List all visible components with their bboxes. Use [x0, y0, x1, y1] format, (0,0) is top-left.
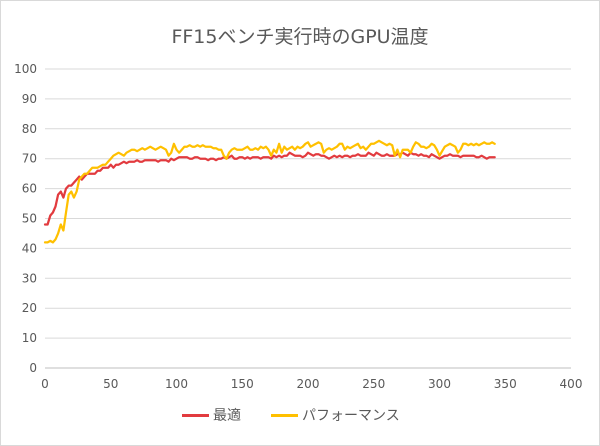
tick-labels: 0 10 20 30 40 50 60 70 80 90 100 0 50 100 150 200 250 300… [14, 62, 582, 391]
y-tick-label-10: 10 [22, 331, 37, 345]
chart-title: FF15ベンチ実行時のGPU温度 [171, 26, 429, 48]
series-line-performance [43, 139, 496, 244]
x-tick-label-100: 100 [165, 377, 188, 391]
legend: 最適 パフォーマンス [0, 405, 600, 429]
y-tick-label-50: 50 [22, 212, 37, 226]
legend-swatch-performance [271, 413, 298, 417]
y-tick-label-60: 60 [22, 182, 37, 196]
y-tick-label-0: 0 [29, 361, 37, 375]
series-line-optimal [43, 151, 496, 226]
y-tick-label-30: 30 [22, 271, 37, 285]
x-tick-label-150: 150 [231, 377, 254, 391]
legend-item-performance[interactable]: パフォーマンス [271, 405, 400, 425]
x-tick-label-300: 300 [428, 377, 451, 391]
y-tick-label-40: 40 [22, 241, 37, 255]
legend-label-performance: パフォーマンス [302, 408, 400, 424]
x-tick-label-250: 250 [362, 377, 385, 391]
y-tick-label-80: 80 [22, 122, 37, 136]
x-tick-label-50: 50 [103, 377, 118, 391]
legend-item-optimal[interactable]: 最適 [182, 405, 241, 425]
y-tick-label-20: 20 [22, 301, 37, 315]
legend-label-optimal: 最適 [213, 408, 241, 424]
x-tick-label-400: 400 [560, 377, 583, 391]
series-lines [43, 139, 496, 244]
gridlines [45, 68, 571, 339]
x-tick-label-200: 200 [297, 377, 320, 391]
legend-swatch-optimal [182, 413, 209, 417]
x-tick-label-0: 0 [41, 377, 49, 391]
y-tick-label-100: 100 [14, 62, 37, 76]
x-tick-label-350: 350 [494, 377, 517, 391]
y-tick-label-90: 90 [22, 92, 37, 106]
y-tick-label-70: 70 [22, 152, 37, 166]
